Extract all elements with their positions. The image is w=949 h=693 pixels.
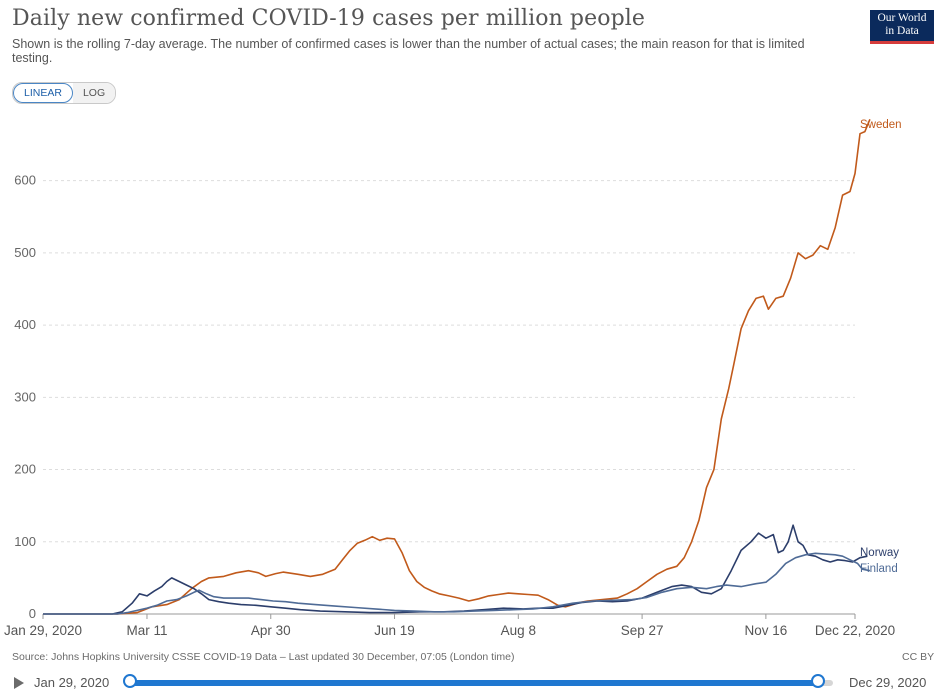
series-label-norway: Norway: [860, 547, 899, 559]
linear-scale-button[interactable]: LINEAR: [13, 83, 73, 103]
timeline-end-handle[interactable]: [811, 674, 825, 688]
license-link[interactable]: CC BY: [902, 651, 935, 663]
y-tick-label: 500: [14, 245, 36, 260]
x-tick-label: Aug 8: [501, 623, 536, 638]
line-chart: 0 100 200 300 400 500 600 Jan 29, 2020 Mar 11 Apr…: [4, 118, 902, 638]
timeline-end-label: Dec 29, 2020: [849, 675, 927, 690]
timeline-range-fill: [130, 680, 818, 686]
series-line-finland: [43, 552, 871, 615]
series-line-norway: [43, 524, 868, 615]
series-label-sweden: Sweden: [860, 119, 902, 131]
y-tick-label: 100: [14, 534, 36, 549]
owid-logo[interactable]: Our World in Data: [870, 10, 934, 44]
log-scale-button[interactable]: LOG: [72, 83, 116, 103]
y-tick-label: 300: [14, 389, 36, 404]
logo-line-1: Our World: [877, 12, 927, 24]
scale-toggle: LINEAR LOG: [12, 82, 117, 104]
chart-title: Daily new confirmed COVID-19 cases per m…: [12, 6, 646, 31]
x-tick-label: Dec 22, 2020: [815, 623, 895, 638]
timeline-start-handle[interactable]: [123, 674, 137, 688]
x-tick-label: Mar 11: [126, 623, 167, 638]
y-tick-label: 600: [14, 173, 36, 188]
x-tick-label: Jan 29, 2020: [4, 623, 82, 638]
y-tick-label: 0: [29, 606, 36, 621]
logo-line-2: in Data: [885, 25, 919, 37]
x-tick-label: Sep 27: [621, 623, 664, 638]
y-tick-label: 400: [14, 317, 36, 332]
x-tick-label: Apr 30: [251, 623, 291, 638]
play-icon[interactable]: [14, 677, 24, 689]
y-tick-label: 200: [14, 462, 36, 477]
chart-subtitle: Shown is the rolling 7-day average. The …: [12, 37, 805, 65]
source-note[interactable]: Source: Johns Hopkins University CSSE CO…: [12, 651, 515, 663]
x-tick-label: Nov 16: [744, 623, 787, 638]
series-label-finland: Finland: [860, 563, 898, 575]
x-tick-label: Jun 19: [374, 623, 415, 638]
series-line-sweden: [43, 118, 871, 615]
timeline-slider: Jan 29, 2020 Dec 29, 2020: [0, 672, 949, 693]
timeline-start-label: Jan 29, 2020: [34, 675, 110, 690]
